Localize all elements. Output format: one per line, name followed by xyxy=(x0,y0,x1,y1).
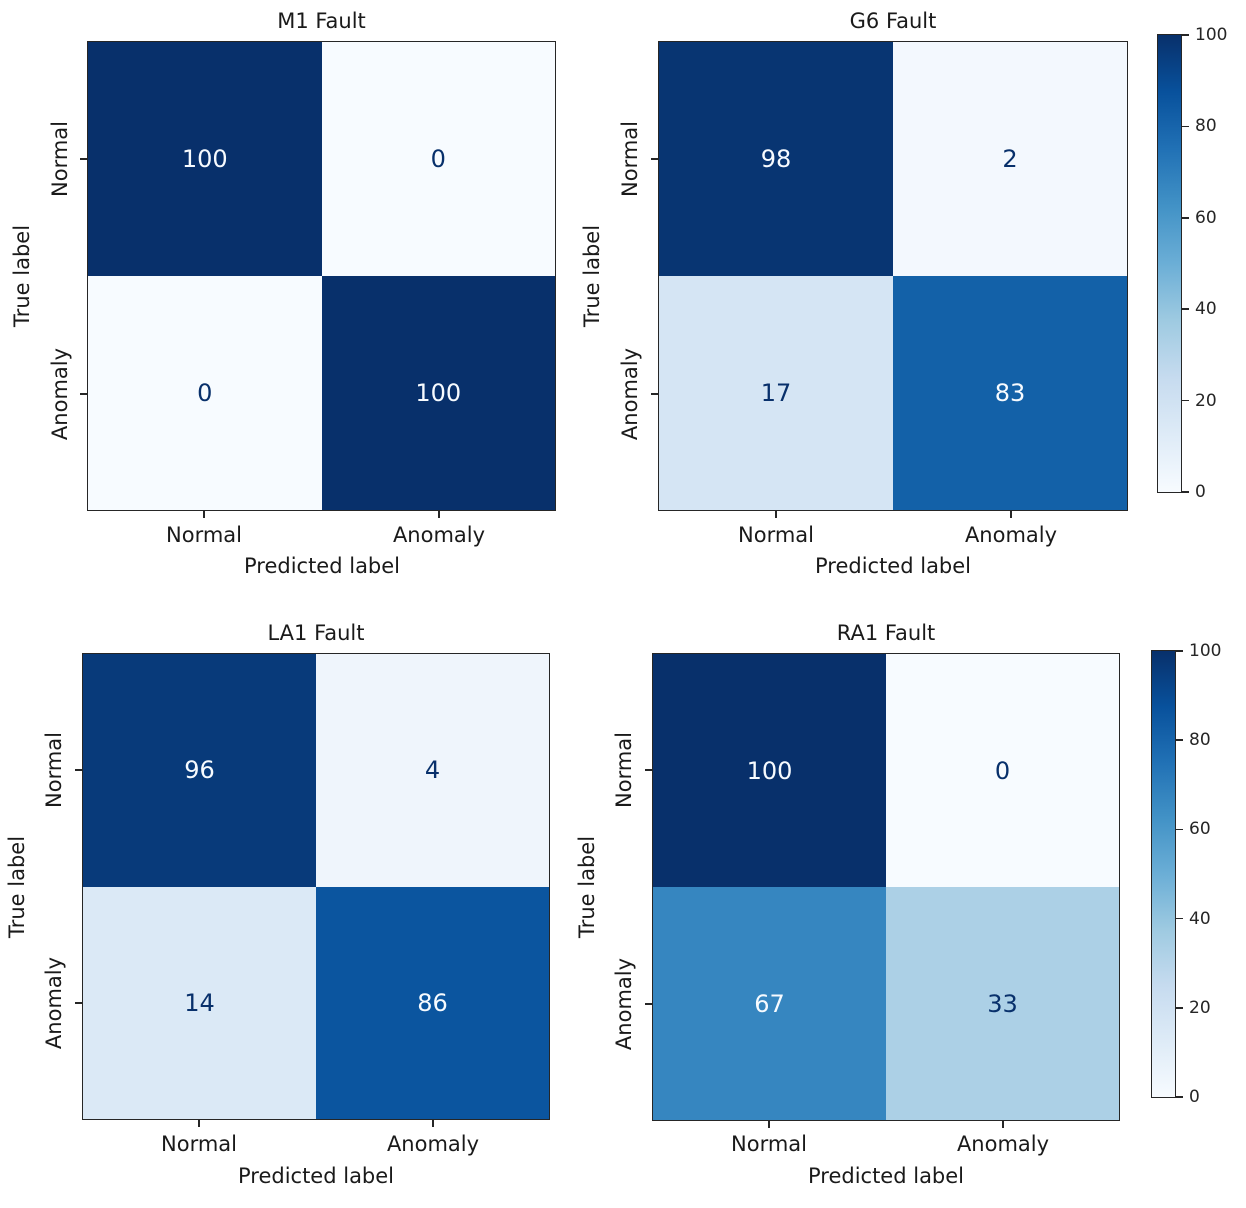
y-tick-mark xyxy=(645,769,652,771)
x-tick-mark xyxy=(203,511,205,518)
colorbar-tick-mark xyxy=(1181,399,1189,402)
colorbar-gradient xyxy=(1158,35,1181,492)
cell-ra1-true-normal-pred-anomaly: 0 xyxy=(886,654,1119,887)
colorbar-tick-mark xyxy=(1175,1007,1183,1009)
x-tick-label-m1-anomaly: Anomaly xyxy=(392,523,486,547)
confusion-matrix-la1: 96 4 14 86 xyxy=(82,653,550,1120)
colorbar-tick-mark xyxy=(1175,917,1183,920)
confusion-matrix-m1: 100 0 0 100 xyxy=(87,41,556,511)
colorbar-tick-label: 20 xyxy=(1195,390,1217,411)
y-tick-mark xyxy=(75,769,82,771)
cell-la1-true-anomaly-pred-anomaly: 86 xyxy=(316,886,549,1119)
y-axis-label-ra1: True label xyxy=(575,835,599,939)
colorbar-top: 100 80 60 40 20 0 xyxy=(1157,25,1227,502)
colorbar-bottom: 100 80 60 40 20 0 xyxy=(1151,641,1221,1107)
confusion-matrix-g6: 98 2 17 83 xyxy=(658,41,1128,511)
y-axis-label-la1: True label xyxy=(5,835,29,939)
cell-g6-true-normal-pred-normal: 98 xyxy=(659,42,893,276)
chart-title-ra1: RA1 Fault xyxy=(836,621,936,645)
colorbar-tick-label: 20 xyxy=(1189,997,1211,1018)
x-tick-mark xyxy=(768,1121,770,1128)
colorbar-tick-mark xyxy=(1175,1096,1183,1098)
colorbar-tick-label: 40 xyxy=(1195,299,1217,320)
cell-ra1-true-normal-pred-normal: 100 xyxy=(653,654,886,887)
colorbar-tick-mark xyxy=(1181,308,1189,310)
colorbar-tick-mark xyxy=(1181,491,1189,493)
y-tick-label-la1-anomaly: Anomaly xyxy=(42,956,66,1050)
x-tick-mark xyxy=(1010,511,1012,518)
cell-ra1-true-anomaly-pred-anomaly: 33 xyxy=(886,887,1119,1120)
colorbar-tick-mark xyxy=(1175,739,1183,741)
cell-m1-true-anomaly-pred-anomaly: 100 xyxy=(321,276,555,510)
chart-title-m1: M1 Fault xyxy=(277,9,366,33)
colorbar-tick-mark xyxy=(1181,217,1189,219)
colorbar-tick-label: 80 xyxy=(1189,730,1211,751)
colorbar-tick-label: 60 xyxy=(1195,207,1217,228)
colorbar-tick-mark xyxy=(1175,828,1183,831)
cell-la1-true-normal-pred-anomaly: 4 xyxy=(316,654,549,887)
chart-title-la1: LA1 Fault xyxy=(267,621,365,645)
x-tick-label-m1-normal: Normal xyxy=(166,523,242,547)
colorbar-tick-label: 0 xyxy=(1195,482,1206,502)
y-tick-mark xyxy=(80,393,87,395)
x-tick-mark xyxy=(438,511,440,518)
colorbar-tick-label: 80 xyxy=(1195,116,1217,137)
colorbar-tick-label: 100 xyxy=(1195,25,1228,45)
confusion-matrix-ra1: 100 0 67 33 xyxy=(652,653,1120,1121)
chart-title-g6: G6 Fault xyxy=(849,9,937,33)
x-tick-label-la1-normal: Normal xyxy=(161,1132,237,1156)
colorbar-gradient xyxy=(1152,651,1175,1097)
colorbar-tick-label: 0 xyxy=(1189,1087,1200,1107)
colorbar-tick-mark xyxy=(1175,650,1183,652)
cell-m1-true-normal-pred-normal: 100 xyxy=(88,42,322,276)
x-tick-mark xyxy=(432,1120,434,1127)
x-tick-label-g6-normal: Normal xyxy=(738,523,814,547)
x-tick-label-ra1-anomaly: Anomaly xyxy=(956,1132,1050,1156)
colorbar-tick-label: 40 xyxy=(1189,908,1211,929)
cell-g6-true-anomaly-pred-normal: 17 xyxy=(659,276,893,510)
y-tick-label-la1-normal: Normal xyxy=(42,732,66,808)
y-tick-mark xyxy=(75,1002,82,1004)
cell-ra1-true-anomaly-pred-normal: 67 xyxy=(653,887,886,1120)
colorbar-tick-mark xyxy=(1181,125,1189,128)
y-tick-label-g6-anomaly: Anomaly xyxy=(618,347,642,441)
y-tick-mark xyxy=(651,158,658,160)
x-axis-label-m1: Predicted label xyxy=(243,554,401,578)
cell-la1-true-normal-pred-normal: 96 xyxy=(83,654,316,887)
y-tick-label-m1-anomaly: Anomaly xyxy=(48,347,72,441)
cell-m1-true-normal-pred-anomaly: 0 xyxy=(321,42,555,276)
colorbar-tick-mark xyxy=(1181,34,1189,36)
colorbar-tick-label: 60 xyxy=(1189,819,1211,840)
x-axis-label-g6: Predicted label xyxy=(814,554,972,578)
x-tick-label-ra1-normal: Normal xyxy=(731,1132,807,1156)
y-tick-label-m1-normal: Normal xyxy=(48,121,72,197)
y-tick-label-ra1-normal: Normal xyxy=(612,732,636,808)
x-tick-mark xyxy=(1002,1121,1004,1128)
colorbar-tick-label: 100 xyxy=(1189,641,1222,661)
cell-la1-true-anomaly-pred-normal: 14 xyxy=(83,886,316,1119)
x-tick-mark xyxy=(198,1120,200,1127)
x-axis-label-la1: Predicted label xyxy=(237,1164,395,1188)
x-tick-label-g6-anomaly: Anomaly xyxy=(964,523,1058,547)
y-tick-mark xyxy=(651,393,658,395)
cell-g6-true-normal-pred-anomaly: 2 xyxy=(893,42,1127,276)
y-axis-label-g6: True label xyxy=(580,224,604,328)
x-tick-label-la1-anomaly: Anomaly xyxy=(386,1132,480,1156)
cell-g6-true-anomaly-pred-anomaly: 83 xyxy=(893,276,1127,510)
y-tick-label-ra1-anomaly: Anomaly xyxy=(612,957,636,1051)
x-axis-label-ra1: Predicted label xyxy=(807,1164,965,1188)
y-tick-mark xyxy=(645,1003,652,1005)
y-tick-label-g6-normal: Normal xyxy=(618,121,642,197)
cell-m1-true-anomaly-pred-normal: 0 xyxy=(88,276,322,510)
y-axis-label-m1: True label xyxy=(10,224,34,328)
x-tick-mark xyxy=(775,511,777,518)
y-tick-mark xyxy=(80,158,87,160)
